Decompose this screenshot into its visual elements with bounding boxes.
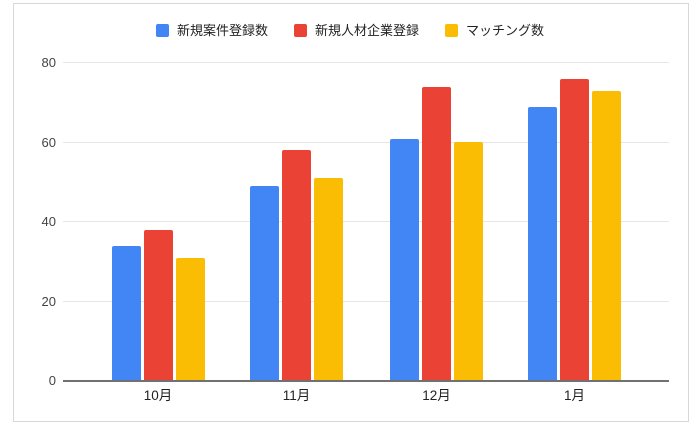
x-axis-line [63, 380, 669, 382]
y-axis-tick-label: 40 [41, 214, 56, 229]
legend-label: マッチング数 [466, 23, 545, 38]
legend-label: 新規人材企業登録 [314, 23, 419, 38]
bar-group-1 [250, 150, 343, 381]
bar-group-0 [111, 230, 205, 381]
x-axis-label-0: 10月 [143, 388, 173, 403]
bar-series0-1[interactable] [250, 186, 279, 381]
y-axis-tick-label: 0 [48, 373, 56, 388]
gridline [63, 221, 669, 222]
chart-legend: 新規案件登録数 新規人材企業登録 マッチング数 [14, 23, 686, 38]
legend-item-1: 新規人材企業登録 [293, 23, 419, 38]
bar-group-2 [390, 87, 483, 381]
y-axis-tick-label: 60 [41, 134, 56, 150]
x-axis-label-2: 12月 [422, 388, 451, 403]
gridline [63, 300, 669, 302]
legend-swatch-icon [155, 24, 169, 37]
bar-series0-3[interactable] [528, 107, 557, 381]
y-axis-tick-label: 80 [41, 55, 56, 70]
bar-series1-2[interactable] [422, 87, 451, 381]
bar-series0-2[interactable] [390, 139, 419, 381]
legend-swatch-icon [445, 24, 458, 37]
bar-series2-3[interactable] [592, 91, 621, 381]
legend-swatch-icon [293, 24, 307, 37]
y-axis-tick-label: 20 [41, 293, 56, 309]
legend-item-0: 新規案件登録数 [155, 23, 268, 38]
gridline [63, 62, 669, 63]
bar-group-3 [528, 79, 621, 381]
legend-item-2: マッチング数 [445, 23, 544, 38]
bar-series1-1[interactable] [282, 150, 311, 381]
bar-series2-0[interactable] [175, 258, 205, 381]
bar-series1-0[interactable] [143, 230, 173, 381]
bar-series2-2[interactable] [454, 142, 483, 381]
bar-series2-1[interactable] [314, 178, 343, 381]
legend-label: 新規案件登録数 [176, 23, 268, 38]
bar-series0-0[interactable] [111, 246, 141, 381]
x-axis-label-1: 11月 [282, 388, 311, 403]
x-axis-label-3: 1月 [563, 388, 586, 403]
gridline [63, 141, 669, 143]
bar-series1-3[interactable] [560, 79, 589, 381]
plot-area [63, 62, 669, 381]
